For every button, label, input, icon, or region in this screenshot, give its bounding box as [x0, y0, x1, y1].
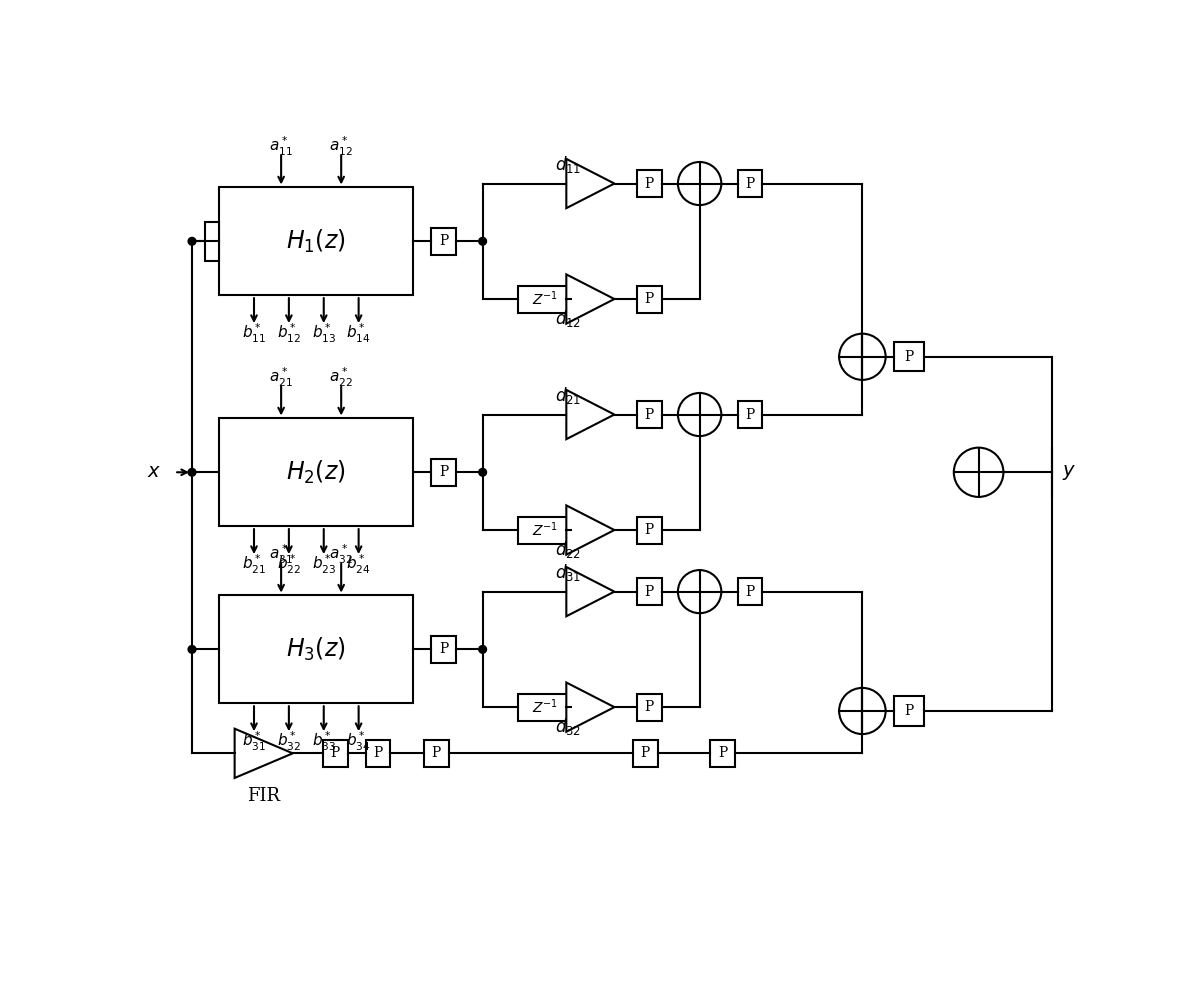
- Polygon shape: [566, 567, 614, 616]
- Circle shape: [678, 570, 722, 613]
- Polygon shape: [566, 158, 614, 209]
- Bar: [633, 740, 657, 767]
- Text: $b_{23}^*$: $b_{23}^*$: [312, 553, 336, 577]
- Text: P: P: [905, 349, 913, 364]
- Text: $d_{21}$: $d_{21}$: [554, 385, 581, 405]
- Bar: [894, 697, 924, 725]
- Polygon shape: [566, 683, 614, 732]
- Text: $Z^{-1}$: $Z^{-1}$: [532, 521, 558, 539]
- Text: P: P: [905, 704, 913, 718]
- Circle shape: [678, 393, 722, 436]
- Polygon shape: [566, 390, 614, 439]
- Text: P: P: [644, 407, 654, 421]
- Bar: [431, 228, 456, 255]
- Bar: [637, 694, 662, 720]
- Text: P: P: [746, 176, 754, 191]
- Bar: [737, 170, 762, 197]
- Text: $a_{11}^*$: $a_{11}^*$: [269, 135, 293, 158]
- Text: $b_{12}^*$: $b_{12}^*$: [277, 322, 301, 345]
- Bar: [637, 170, 662, 197]
- Text: $a_{21}^*$: $a_{21}^*$: [269, 366, 293, 389]
- Bar: [206, 222, 219, 261]
- Bar: [431, 636, 456, 663]
- Bar: [637, 579, 662, 605]
- Bar: [711, 740, 735, 767]
- Circle shape: [479, 237, 486, 245]
- Text: $d_{31}$: $d_{31}$: [554, 562, 581, 583]
- Text: P: P: [644, 584, 654, 598]
- Bar: [894, 342, 924, 371]
- Text: P: P: [331, 746, 341, 761]
- Text: P: P: [644, 176, 654, 191]
- Polygon shape: [566, 275, 614, 324]
- Text: $b_{13}^*$: $b_{13}^*$: [312, 322, 336, 345]
- Circle shape: [678, 162, 722, 205]
- Text: $d_{32}$: $d_{32}$: [554, 716, 581, 737]
- Text: $b_{34}^*$: $b_{34}^*$: [347, 730, 370, 754]
- Text: $H_2(z)$: $H_2(z)$: [286, 459, 345, 486]
- Text: $a_{12}^*$: $a_{12}^*$: [330, 135, 353, 158]
- Text: $b_{14}^*$: $b_{14}^*$: [347, 322, 370, 345]
- Text: P: P: [644, 292, 654, 306]
- Text: $b_{21}^*$: $b_{21}^*$: [241, 553, 266, 577]
- Polygon shape: [566, 506, 614, 555]
- Bar: [737, 579, 762, 605]
- Text: $b_{33}^*$: $b_{33}^*$: [312, 730, 336, 754]
- Polygon shape: [234, 729, 293, 778]
- Bar: [219, 187, 413, 295]
- Bar: [519, 285, 571, 313]
- Bar: [323, 740, 348, 767]
- Circle shape: [188, 646, 196, 653]
- Text: $Z^{-1}$: $Z^{-1}$: [532, 289, 558, 308]
- Text: $a_{31}^*$: $a_{31}^*$: [269, 543, 293, 566]
- Text: FIR: FIR: [247, 786, 280, 805]
- Text: P: P: [746, 407, 754, 421]
- Text: $b_{32}^*$: $b_{32}^*$: [277, 730, 301, 754]
- Text: P: P: [644, 523, 654, 537]
- Text: P: P: [440, 465, 448, 479]
- Text: $b_{11}^*$: $b_{11}^*$: [241, 322, 266, 345]
- Text: $d_{12}$: $d_{12}$: [554, 308, 581, 329]
- Text: $b_{24}^*$: $b_{24}^*$: [347, 553, 370, 577]
- Text: P: P: [641, 746, 650, 761]
- Bar: [219, 418, 413, 526]
- Text: $H_1(z)$: $H_1(z)$: [286, 227, 345, 255]
- Bar: [431, 459, 456, 486]
- Circle shape: [839, 688, 885, 734]
- Circle shape: [479, 646, 486, 653]
- Text: P: P: [440, 234, 448, 248]
- Text: $a_{32}^*$: $a_{32}^*$: [330, 543, 353, 566]
- Bar: [519, 517, 571, 543]
- Text: $d_{11}$: $d_{11}$: [554, 154, 581, 175]
- Text: P: P: [746, 584, 754, 598]
- Text: $y$: $y$: [1061, 462, 1076, 482]
- Text: P: P: [440, 643, 448, 656]
- Text: P: P: [718, 746, 728, 761]
- Bar: [219, 595, 413, 704]
- Bar: [424, 740, 448, 767]
- Circle shape: [479, 468, 486, 476]
- Bar: [637, 401, 662, 428]
- Text: $H_3(z)$: $H_3(z)$: [286, 636, 345, 663]
- Circle shape: [188, 468, 196, 476]
- Bar: [737, 401, 762, 428]
- Text: P: P: [373, 746, 382, 761]
- Text: $Z^{-1}$: $Z^{-1}$: [532, 698, 558, 716]
- Bar: [637, 285, 662, 313]
- Text: $b_{31}^*$: $b_{31}^*$: [241, 730, 266, 754]
- Circle shape: [954, 448, 1004, 497]
- Text: $b_{22}^*$: $b_{22}^*$: [277, 553, 301, 577]
- Text: P: P: [644, 701, 654, 714]
- Text: $a_{22}^*$: $a_{22}^*$: [330, 366, 353, 389]
- Text: $x$: $x$: [147, 463, 161, 481]
- Bar: [366, 740, 391, 767]
- Bar: [519, 694, 571, 720]
- Circle shape: [839, 334, 885, 380]
- Circle shape: [188, 237, 196, 245]
- Text: $d_{22}$: $d_{22}$: [554, 539, 581, 560]
- Text: P: P: [431, 746, 441, 761]
- Bar: [637, 517, 662, 543]
